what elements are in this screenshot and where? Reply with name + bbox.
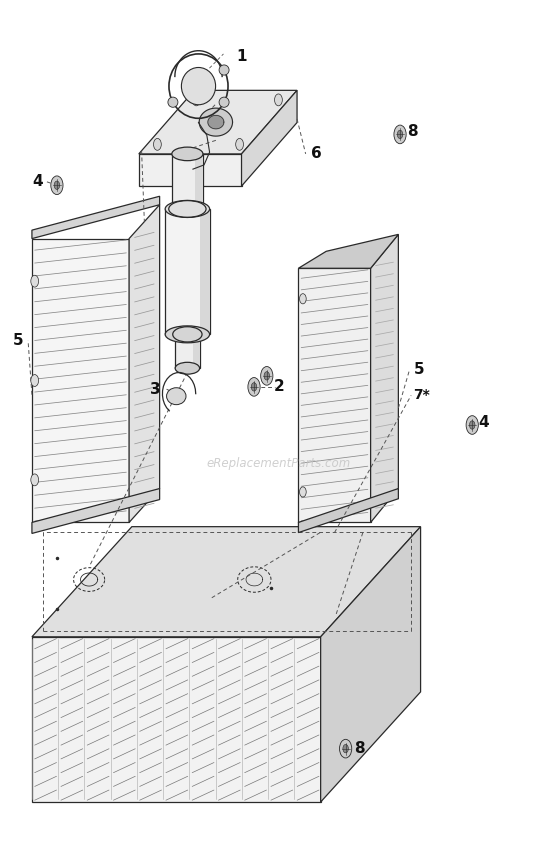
Circle shape <box>300 487 306 497</box>
Circle shape <box>394 125 406 144</box>
Ellipse shape <box>181 67 215 105</box>
Text: 5: 5 <box>13 333 23 348</box>
Polygon shape <box>299 269 371 523</box>
Polygon shape <box>200 209 210 334</box>
Polygon shape <box>175 334 200 368</box>
Text: 7*: 7* <box>413 388 430 402</box>
Circle shape <box>343 745 348 753</box>
Polygon shape <box>172 154 203 209</box>
Text: 4: 4 <box>32 174 43 190</box>
Circle shape <box>469 421 475 429</box>
Polygon shape <box>194 334 200 368</box>
Polygon shape <box>129 205 160 523</box>
Circle shape <box>261 366 273 385</box>
Polygon shape <box>139 154 242 186</box>
Circle shape <box>235 139 243 150</box>
Text: 2: 2 <box>273 379 285 394</box>
Ellipse shape <box>175 362 200 374</box>
Ellipse shape <box>167 388 186 405</box>
Circle shape <box>248 377 260 396</box>
Text: 6: 6 <box>311 146 322 162</box>
Text: 3: 3 <box>151 382 161 397</box>
Text: 5: 5 <box>413 362 424 377</box>
Circle shape <box>31 474 39 486</box>
Polygon shape <box>32 489 160 534</box>
Circle shape <box>466 416 478 434</box>
Text: 8: 8 <box>354 741 364 757</box>
Polygon shape <box>165 209 210 334</box>
Text: 4: 4 <box>478 415 489 430</box>
Circle shape <box>51 176 63 195</box>
Circle shape <box>193 94 200 105</box>
Circle shape <box>153 139 161 150</box>
Circle shape <box>397 130 403 139</box>
Polygon shape <box>208 116 224 129</box>
Text: 1: 1 <box>236 49 247 64</box>
Ellipse shape <box>172 147 203 161</box>
Polygon shape <box>32 196 160 239</box>
Polygon shape <box>195 154 203 209</box>
Circle shape <box>339 740 352 758</box>
Polygon shape <box>199 108 233 136</box>
Polygon shape <box>32 239 129 523</box>
Circle shape <box>31 375 39 387</box>
Ellipse shape <box>165 201 210 218</box>
Circle shape <box>300 294 306 303</box>
Ellipse shape <box>219 65 229 75</box>
Ellipse shape <box>165 326 210 343</box>
Polygon shape <box>32 637 321 802</box>
Ellipse shape <box>219 97 229 107</box>
Text: eReplacementParts.com: eReplacementParts.com <box>207 456 351 470</box>
Circle shape <box>54 181 60 190</box>
Polygon shape <box>32 527 421 637</box>
Text: 8: 8 <box>407 124 417 139</box>
Polygon shape <box>299 235 398 269</box>
Polygon shape <box>371 235 398 523</box>
Polygon shape <box>299 489 398 533</box>
Polygon shape <box>242 90 297 186</box>
Polygon shape <box>139 90 297 154</box>
Circle shape <box>31 275 39 287</box>
Circle shape <box>275 94 282 105</box>
Circle shape <box>264 371 270 380</box>
Ellipse shape <box>168 97 178 107</box>
Circle shape <box>251 382 257 391</box>
Polygon shape <box>321 527 421 802</box>
